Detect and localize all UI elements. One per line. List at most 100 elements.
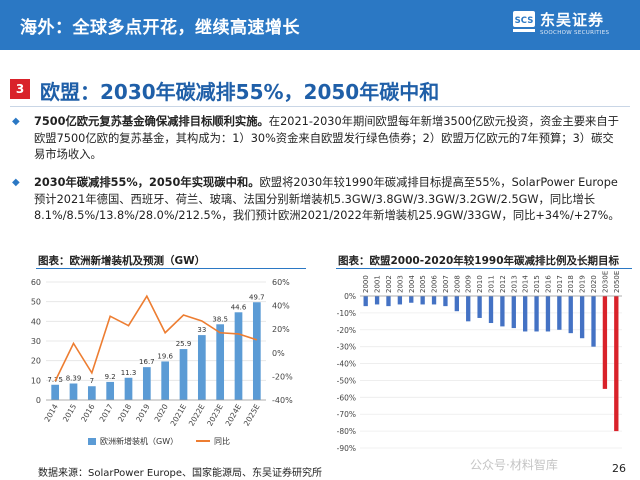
- x-axis-tick-label: 2010: [476, 275, 484, 293]
- left-axis-tick-label: 30: [31, 337, 41, 346]
- bar: [579, 296, 585, 339]
- bar: [409, 296, 414, 303]
- x-axis-tick-label: 2001: [374, 275, 382, 293]
- bar: [488, 296, 494, 324]
- y-axis-tick-label: -50%: [337, 376, 356, 385]
- target-bar: [602, 296, 608, 389]
- x-axis-tick-label: 2050E: [613, 271, 621, 293]
- bullet-text-2: 2030年碳减排55%，2050年实现碳中和。欧盟将2030年较1990年碳减排…: [34, 175, 624, 225]
- x-axis-tick-label: 2013: [510, 275, 518, 293]
- bar: [591, 296, 596, 347]
- x-axis-tick-label: 2020: [153, 402, 170, 423]
- x-axis-tick-label: 2006: [431, 275, 439, 293]
- x-axis-tick-label: 2003: [396, 275, 404, 293]
- bar: [179, 349, 188, 400]
- x-axis-tick-label: 2007: [442, 275, 450, 293]
- bar: [234, 312, 243, 400]
- bar-data-label: 44.6: [231, 303, 247, 311]
- x-axis-tick-label: 2015: [533, 275, 541, 293]
- bar: [386, 296, 391, 307]
- bar: [197, 335, 206, 400]
- bullet-bold-1: 7500亿欧元复苏基金确保减排目标顺利实施。: [34, 115, 269, 128]
- bar-data-label: 7: [90, 377, 94, 385]
- bar: [443, 296, 448, 307]
- logo-name: 东吴证券: [540, 11, 605, 29]
- right-axis-tick-label: 0%: [272, 349, 285, 358]
- bar: [454, 296, 459, 312]
- bullet-bold-2: 2030年碳减排55%，2050年实现碳中和。: [34, 176, 260, 189]
- bullet-body-1: 在2021-2030年期间欧盟每年新增3500亿欧元投资，资金主要来自于欧盟75…: [34, 115, 619, 161]
- section-number: 3: [10, 79, 30, 99]
- bar: [142, 367, 151, 400]
- x-axis-tick-label: 2015: [61, 402, 78, 423]
- bullet-text-1: 7500亿欧元复苏基金确保减排目标顺利实施。在2021-2030年期间欧盟每年新…: [34, 114, 624, 164]
- x-axis-tick-label: 2008: [453, 275, 461, 293]
- x-axis-tick-label: 2017: [556, 275, 564, 293]
- diamond-bullet-icon: ◆: [12, 177, 20, 188]
- bar: [477, 296, 482, 318]
- x-axis-tick-label: 2020: [590, 275, 598, 293]
- right-axis-tick-label: -20%: [272, 372, 293, 381]
- logo-icon: SCS: [513, 11, 535, 32]
- bar: [545, 296, 551, 332]
- bar: [534, 296, 539, 332]
- left-axis-tick-label: 0: [36, 396, 41, 405]
- x-axis-tick-label: 2018: [567, 275, 575, 293]
- page-number: 26: [612, 462, 626, 475]
- left-axis-tick-label: 60: [31, 278, 41, 287]
- y-axis-tick-label: -90%: [337, 444, 356, 453]
- growth-line-series: [54, 294, 258, 382]
- bar-data-label: 11.3: [121, 369, 137, 377]
- left-chart-title: 图表：欧洲新增装机及预测（GW）: [38, 255, 206, 267]
- y-axis-tick-label: 0%: [344, 292, 356, 301]
- section-title: 欧盟：2030年碳减排55%，2050年碳中和: [40, 80, 440, 104]
- installation-chart: 0102030405060-40%-20%0%20%40%60%7.752014…: [31, 278, 293, 446]
- bar: [500, 296, 505, 327]
- x-axis-tick-label: 2014: [43, 402, 60, 423]
- bar: [397, 296, 403, 305]
- bar: [431, 296, 437, 305]
- bar: [420, 296, 425, 305]
- bar: [363, 296, 368, 307]
- x-axis-tick-label: 2011: [488, 275, 496, 293]
- bar-data-label: 16.7: [139, 358, 155, 366]
- target-bar: [614, 296, 619, 432]
- bar: [568, 296, 573, 334]
- left-axis-tick-label: 40: [31, 317, 41, 326]
- y-axis-tick-label: -10%: [337, 309, 356, 318]
- x-axis-tick-label: 2016: [544, 275, 552, 293]
- left-axis-tick-label: 50: [31, 298, 41, 307]
- page-title: 海外：全球多点开花，继续高速增长: [20, 18, 300, 38]
- x-axis-tick-label: 2017: [98, 402, 115, 423]
- bar-data-label: 38.5: [212, 315, 228, 323]
- bar: [69, 383, 78, 400]
- y-axis-tick-label: -40%: [337, 360, 356, 369]
- x-axis-tick-label: 2005: [419, 275, 427, 293]
- bar-data-label: 25.9: [176, 340, 192, 348]
- left-axis-tick-label: 20: [31, 357, 41, 366]
- bar: [252, 302, 261, 400]
- bar-data-label: 33: [197, 326, 206, 334]
- right-axis-tick-label: 40%: [272, 302, 290, 311]
- x-axis-tick-label: 2002: [385, 275, 393, 293]
- x-axis-tick-label: 2021E: [169, 402, 189, 427]
- bar: [466, 296, 471, 322]
- x-axis-tick-label: 2023E: [205, 402, 225, 427]
- watermark: 公众号·材料智库: [470, 458, 558, 472]
- bar: [51, 384, 60, 400]
- right-axis-tick-label: 20%: [272, 325, 290, 334]
- x-axis-tick-label: 2018: [116, 402, 133, 423]
- x-axis-tick-label: 2009: [465, 275, 473, 293]
- y-axis-tick-label: -60%: [337, 393, 356, 402]
- data-source: 数据来源：SolarPower Europe、国家能源局、东吴证券研究所: [38, 468, 323, 479]
- company-logo: SCS 东吴证券 SOOCHOW SECURITIES: [512, 6, 636, 46]
- section-heading: 3 欧盟：2030年碳减排55%，2050年碳中和: [10, 76, 630, 104]
- right-chart-title: 图表：欧盟2000-2020年较1990年碳减排比例及长期目标: [338, 255, 620, 267]
- x-axis-tick-label: 2025E: [242, 402, 262, 427]
- right-chart-title-rule: [336, 268, 632, 269]
- x-axis-tick-label: 2000: [362, 275, 370, 293]
- bar-data-label: 49.7: [249, 293, 265, 301]
- bar-data-label: 8.39: [66, 374, 82, 382]
- x-axis-tick-label: 2024E: [224, 402, 244, 427]
- bar-data-label: 9.2: [105, 373, 116, 381]
